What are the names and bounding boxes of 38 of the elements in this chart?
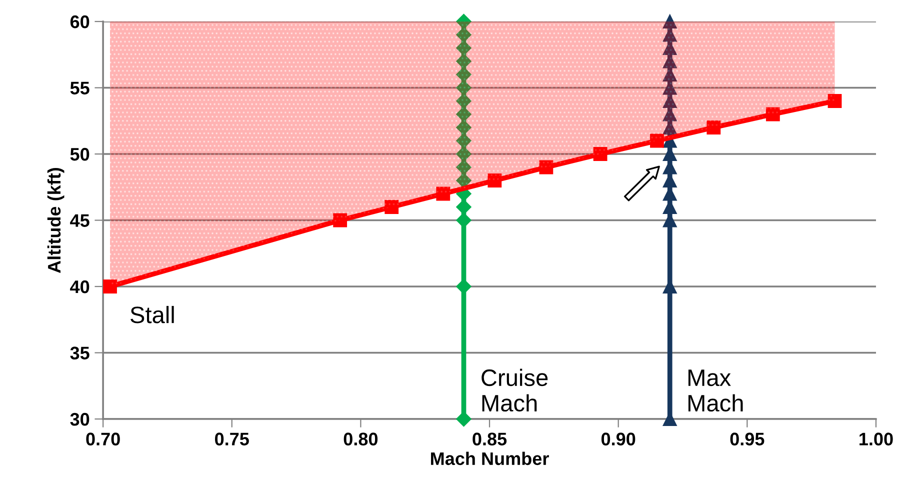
point — [456, 80, 472, 96]
point — [456, 133, 472, 148]
x-tick-label: 0.85 — [472, 432, 507, 446]
point — [456, 212, 472, 228]
x-tick-label: 0.95 — [730, 432, 764, 446]
point — [488, 174, 502, 188]
x-tick-label: 0.90 — [601, 432, 636, 446]
x-tick-label: 1.00 — [860, 432, 893, 446]
point — [103, 280, 117, 294]
y-tick-label: 55 — [70, 82, 90, 94]
point — [456, 27, 472, 42]
point — [384, 200, 399, 214]
series-label: Stall — [130, 306, 174, 324]
series-label: Max Mach — [688, 370, 743, 412]
point — [650, 134, 664, 148]
point — [456, 54, 472, 69]
point — [333, 213, 348, 228]
y-axis-title: Altitude (kft) — [47, 168, 64, 273]
point — [766, 107, 780, 122]
point — [436, 186, 450, 201]
x-tick-label: 0.70 — [86, 432, 120, 446]
y-tick-label: 60 — [70, 15, 90, 28]
point — [706, 120, 721, 134]
x-tick-label: 0.75 — [215, 432, 249, 446]
point — [456, 106, 472, 122]
y-tick-label: 30 — [70, 412, 90, 426]
y-tick-label: 45 — [70, 214, 90, 227]
point — [593, 147, 608, 161]
point — [456, 160, 472, 175]
point — [539, 160, 554, 174]
x-axis-title: Mach Number — [431, 452, 549, 466]
series-label: Cruise Mach — [482, 368, 548, 412]
point — [662, 14, 677, 28]
y-tick-label: 40 — [70, 280, 90, 294]
y-tick-label: 50 — [70, 148, 90, 161]
y-tick-label: 35 — [70, 346, 90, 360]
x-tick-label: 0.80 — [344, 432, 378, 446]
point — [828, 94, 842, 108]
